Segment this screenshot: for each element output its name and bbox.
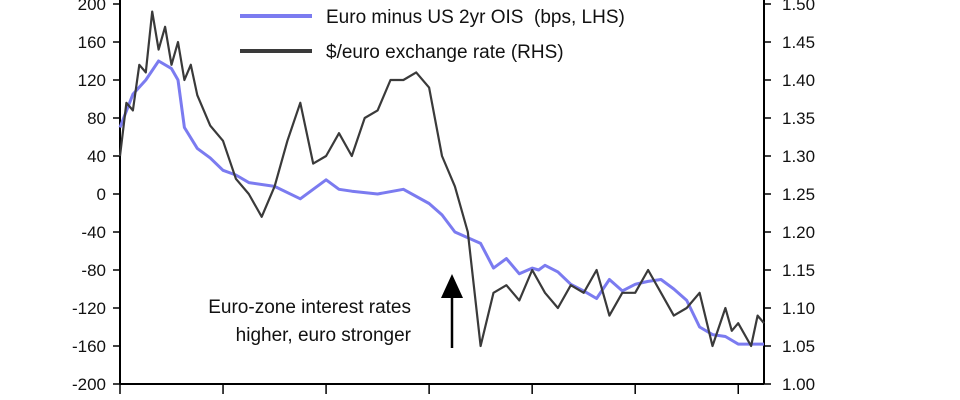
left-tick-label: -200 bbox=[72, 375, 106, 394]
annotation-arrow-head bbox=[441, 274, 463, 298]
right-tick-label: 1.10 bbox=[782, 299, 815, 318]
right-tick-label: 1.05 bbox=[782, 337, 815, 356]
left-tick-label: 120 bbox=[78, 71, 106, 90]
left-tick-label: 0 bbox=[97, 185, 106, 204]
right-tick-label: 1.00 bbox=[782, 375, 815, 394]
legend-label-exchange-rate: $/euro exchange rate (RHS) bbox=[326, 42, 564, 63]
series-line-exchange-rate bbox=[118, 10, 765, 348]
left-axis-ticks: 200 160 120 80 40 0 -40 -80 -120 -160 -200 bbox=[72, 0, 120, 394]
right-axis-ticks: 1.50 1.45 1.40 1.35 1.30 1.25 1.20 1.15 1.10 1.05… bbox=[764, 0, 815, 394]
annotation-line-2: higher, euro stronger bbox=[236, 325, 412, 346]
annotation-line-1: Euro-zone interest rates bbox=[208, 297, 411, 318]
left-tick-label: 80 bbox=[87, 109, 106, 128]
right-tick-label: 1.45 bbox=[782, 33, 815, 52]
left-tick-label: 200 bbox=[78, 0, 106, 14]
right-tick-label: 1.25 bbox=[782, 185, 815, 204]
legend-label-ois-spread: Euro minus US 2yr OIS (bps, LHS) bbox=[326, 7, 625, 28]
right-tick-label: 1.35 bbox=[782, 109, 815, 128]
left-tick-label: -40 bbox=[81, 223, 106, 242]
right-tick-label: 1.30 bbox=[782, 147, 815, 166]
legend: Euro minus US 2yr OIS (bps, LHS) $/euro … bbox=[240, 7, 625, 63]
x-axis-ticks bbox=[119, 384, 739, 394]
right-tick-label: 1.40 bbox=[782, 71, 815, 90]
left-tick-label: -160 bbox=[72, 337, 106, 356]
right-tick-label: 1.20 bbox=[782, 223, 815, 242]
left-tick-label: 40 bbox=[87, 147, 106, 166]
plot-frame bbox=[119, 0, 765, 385]
right-tick-label: 1.50 bbox=[782, 0, 815, 14]
left-tick-label: -120 bbox=[72, 299, 106, 318]
annotation: Euro-zone interest rates higher, euro st… bbox=[208, 274, 463, 348]
series-layer bbox=[118, 10, 765, 348]
series-line-ois-spread bbox=[118, 59, 764, 346]
left-tick-label: -80 bbox=[81, 261, 106, 280]
left-tick-label: 160 bbox=[78, 33, 106, 52]
right-tick-label: 1.15 bbox=[782, 261, 815, 280]
